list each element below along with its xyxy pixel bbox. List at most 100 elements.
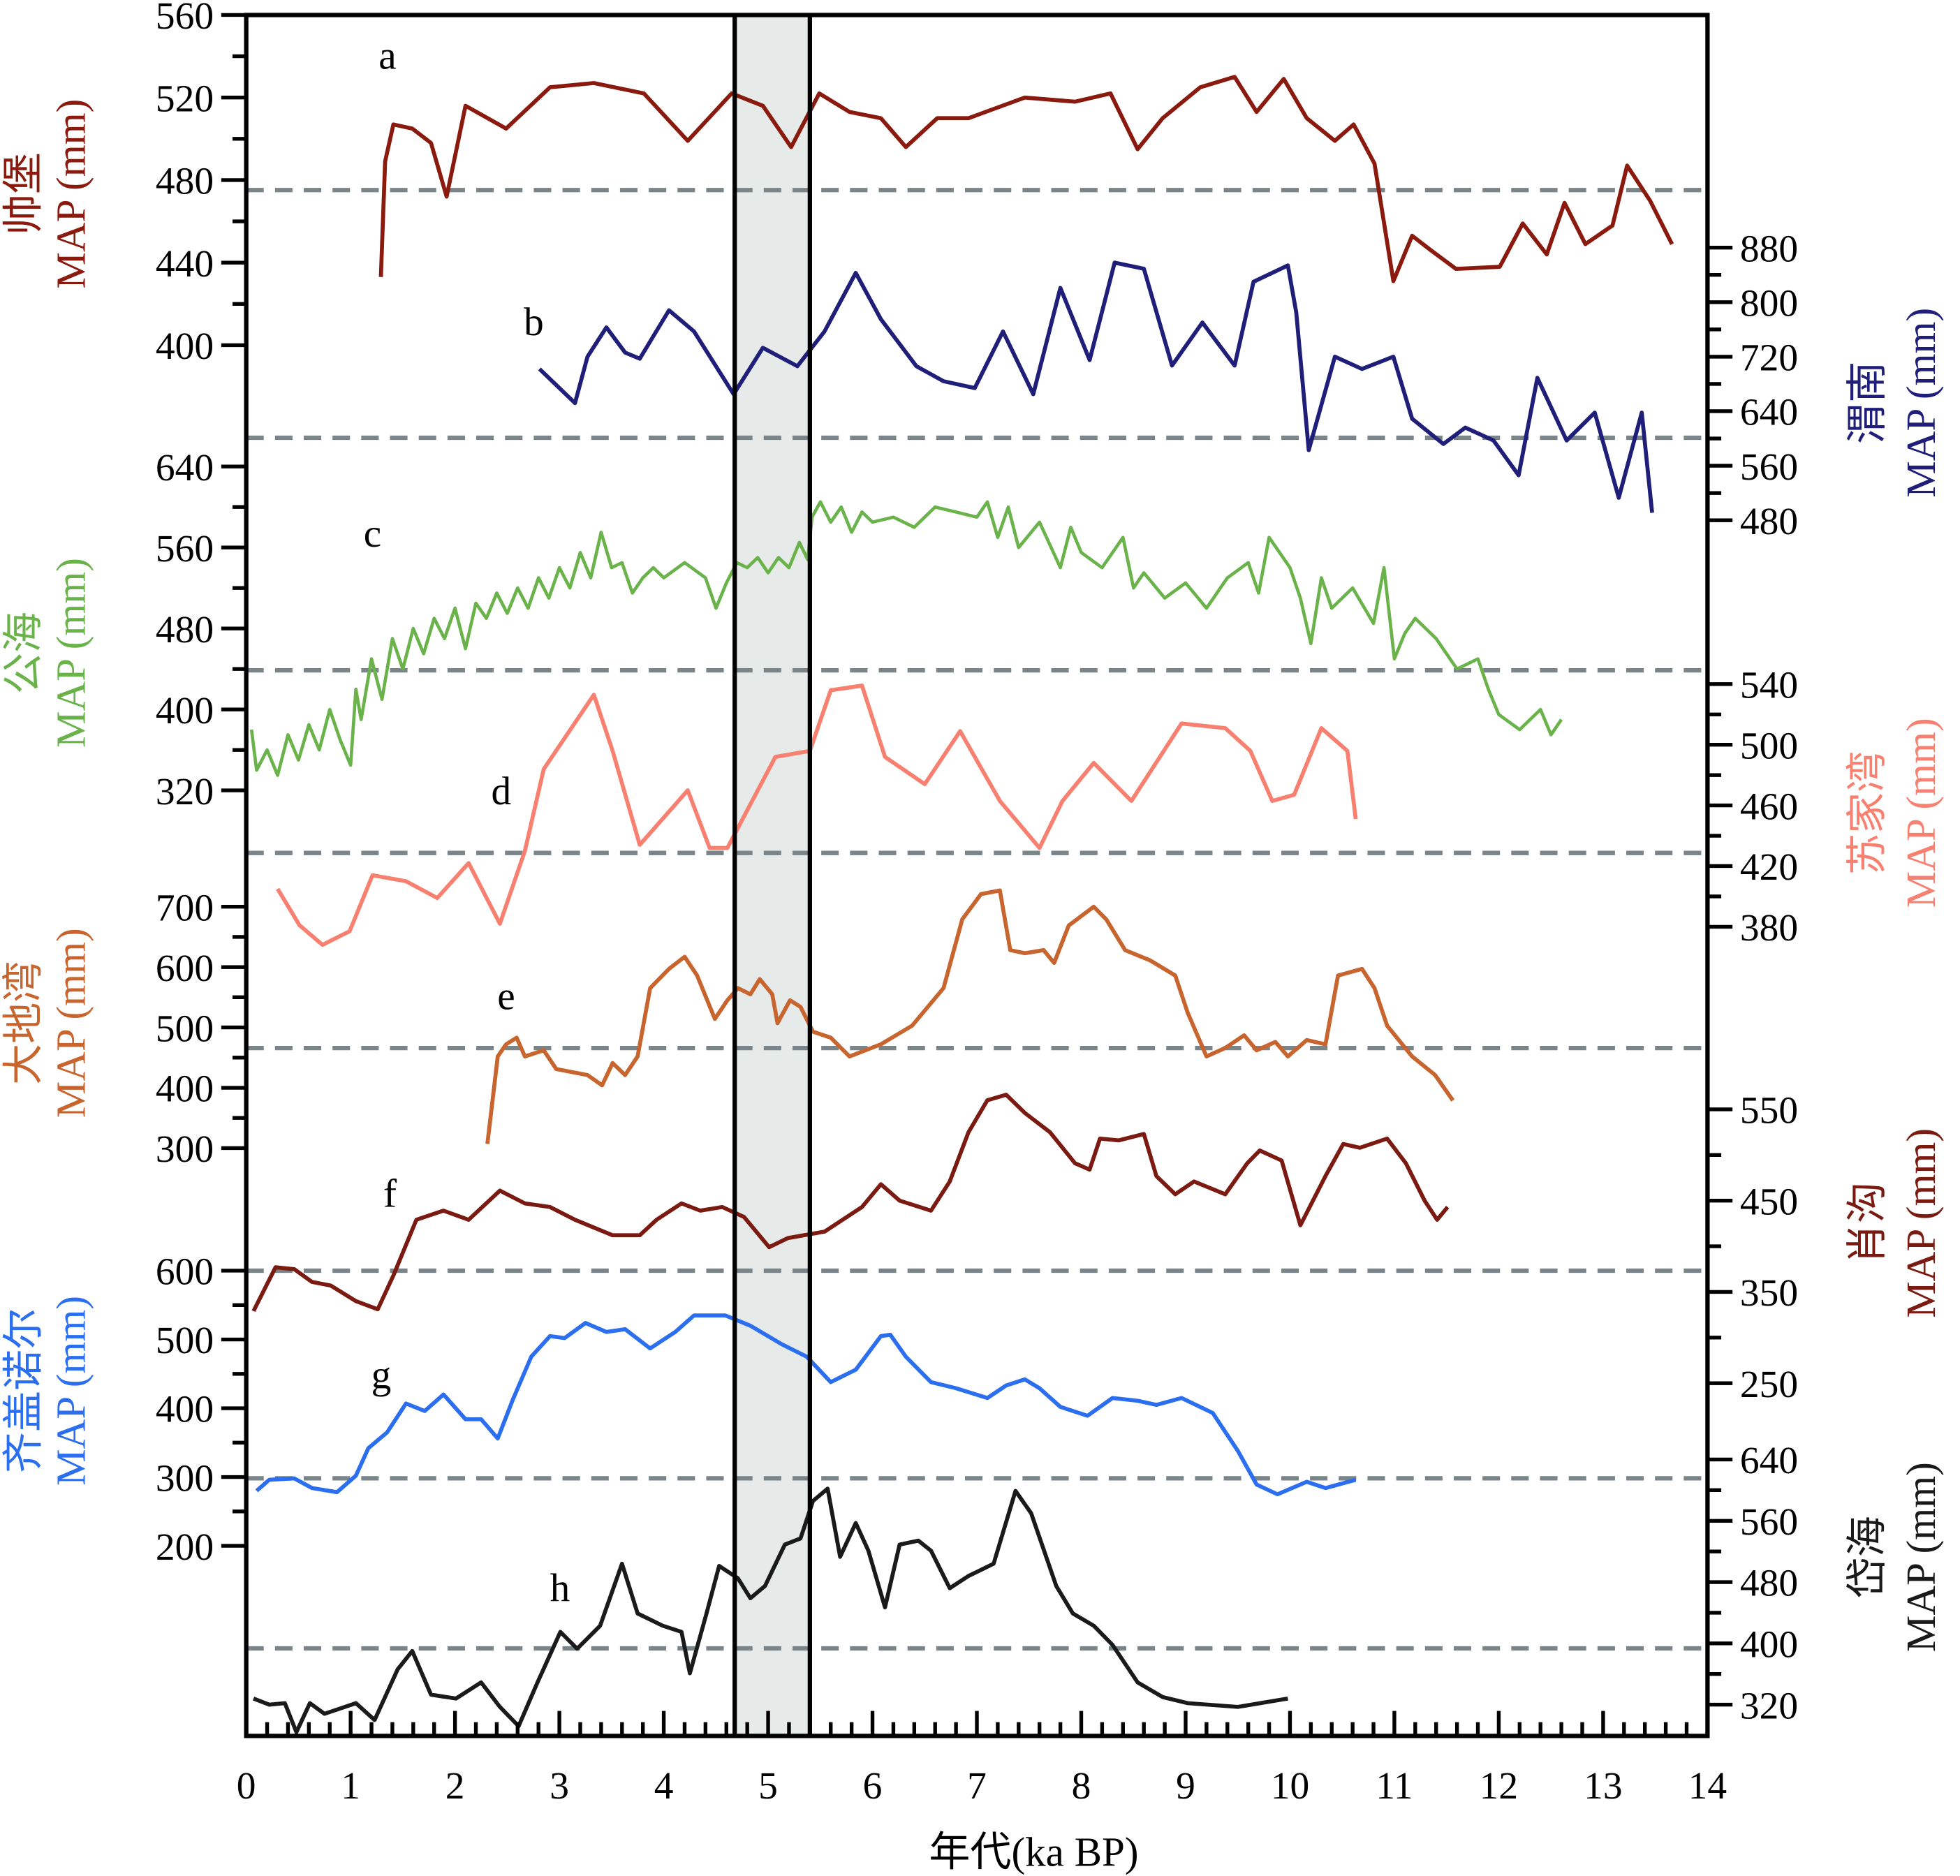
y-axis-title-a: 帅堡 MAP (mm) (1, 99, 94, 289)
y-axis-unit-c: MAP (mm) (48, 558, 94, 748)
y-tick-label-b: 480 (1740, 501, 1798, 543)
series-lines (249, 75, 1674, 1734)
series-letter-f: f (383, 1172, 397, 1216)
x-tick-label: 3 (550, 1765, 569, 1808)
y-tick-label-f: 250 (1740, 1364, 1798, 1406)
x-tick-label: 2 (445, 1765, 465, 1808)
x-tick-label: 9 (1176, 1765, 1195, 1808)
series-line-f (251, 1093, 1450, 1313)
y-tick-label-a: 480 (156, 161, 214, 203)
x-tick-label: 8 (1072, 1765, 1091, 1808)
y-tick-label-h: 640 (1740, 1440, 1798, 1482)
y-axis-site-a: 帅堡 (1, 153, 47, 235)
y-axis-unit-e: MAP (mm) (48, 928, 94, 1118)
y-axis-unit-d: MAP (mm) (1898, 718, 1944, 908)
y-axis-site-b: 渭南 (1844, 362, 1890, 444)
series-letter-c: c (364, 512, 381, 556)
y-axis-site-e: 大地湾 (1, 961, 47, 1085)
y-tick-label-a: 400 (156, 325, 214, 368)
series-letter-e: e (497, 975, 515, 1019)
y-axis-title-h: 岱海 MAP (mm) (1844, 1462, 1944, 1652)
plot-frame (244, 13, 1710, 1738)
y-tick-label-b: 640 (1740, 392, 1798, 434)
y-tick-label-f: 550 (1740, 1090, 1798, 1132)
y-tick-label-e: 300 (156, 1128, 214, 1171)
y-tick-label-c: 400 (156, 690, 214, 732)
x-tick-label: 10 (1271, 1765, 1309, 1808)
y-axis-unit-a: MAP (mm) (48, 99, 94, 289)
series-letter-b: b (524, 300, 544, 344)
series-line-g (255, 1313, 1357, 1497)
y-tick-label-b: 880 (1740, 228, 1798, 270)
y-tick-label-a: 440 (156, 243, 214, 286)
x-tick-label: 4 (654, 1765, 674, 1808)
x-tick-label: 6 (863, 1765, 883, 1808)
y-tick-label-e: 400 (156, 1068, 214, 1111)
y-tick-label-a: 560 (156, 0, 214, 38)
y-tick-label-c: 480 (156, 609, 214, 651)
y-tick-label-f: 450 (1740, 1181, 1798, 1223)
y-axis-unit-g: MAP (mm) (48, 1296, 94, 1486)
series-line-e (485, 888, 1455, 1144)
y-axis-unit-b: MAP (mm) (1898, 308, 1944, 498)
y-tick-label-d: 460 (1740, 785, 1798, 828)
mean-lines (246, 188, 1708, 1651)
series-line-a (378, 75, 1674, 283)
y-tick-label-h: 400 (1740, 1624, 1798, 1667)
series-letter-h: h (550, 1566, 570, 1610)
y-tick-label-c: 640 (156, 447, 214, 489)
x-axis-title: 年代(ka BP) (929, 1829, 1138, 1875)
series-letter-a: a (378, 34, 396, 78)
y-tick-label-b: 720 (1740, 337, 1798, 380)
y-tick-label-c: 560 (156, 528, 214, 570)
x-tick-label: 14 (1688, 1765, 1727, 1808)
series-letter-g: g (371, 1353, 392, 1397)
y-axis-title-c: 公海 MAP (mm) (1, 558, 94, 748)
x-tick-label: 7 (967, 1765, 987, 1808)
x-tick-label: 13 (1584, 1765, 1622, 1808)
highlight-band (735, 15, 810, 1736)
y-axis-site-h: 岱海 (1844, 1516, 1890, 1598)
y-axis-site-d: 苏家湾 (1844, 751, 1890, 875)
x-tick-label: 12 (1480, 1765, 1518, 1808)
y-tick-label-e: 500 (156, 1007, 214, 1050)
y-tick-label-h: 560 (1740, 1501, 1798, 1544)
x-tick-label: 0 (237, 1765, 256, 1808)
y-tick-label-b: 800 (1740, 282, 1798, 325)
y-tick-label-h: 480 (1740, 1563, 1798, 1605)
y-tick-label-d: 540 (1740, 665, 1798, 707)
y-axis-unit-h: MAP (mm) (1898, 1462, 1944, 1652)
series-line-b (538, 260, 1654, 513)
y-tick-label-d: 420 (1740, 846, 1798, 889)
y-axis-unit-f: MAP (mm) (1898, 1128, 1944, 1318)
y-tick-label-f: 350 (1740, 1272, 1798, 1315)
y-tick-label-e: 700 (156, 887, 214, 929)
x-tick-label: 1 (341, 1765, 360, 1808)
y-axis-title-f: 肖沟 MAP (mm) (1844, 1128, 1944, 1318)
y-tick-label-e: 600 (156, 947, 214, 990)
y-tick-label-c: 320 (156, 771, 214, 813)
y-tick-label-b: 560 (1740, 446, 1798, 489)
y-tick-label-g: 500 (156, 1320, 214, 1362)
series-letter-d: d (492, 769, 512, 813)
y-tick-label-d: 380 (1740, 907, 1798, 950)
y-tick-label-g: 300 (156, 1457, 214, 1500)
y-axis-site-g: 齐盖诺尔 (1, 1308, 47, 1473)
y-axis-title-g: 齐盖诺尔 MAP (mm) (1, 1296, 94, 1486)
series-line-c (249, 500, 1563, 777)
y-axis-title-b: 渭南 MAP (mm) (1844, 308, 1944, 498)
y-tick-label-g: 400 (156, 1389, 214, 1431)
y-tick-label-g: 600 (156, 1251, 214, 1294)
y-tick-label-g: 200 (156, 1526, 214, 1569)
y-axis-site-c: 公海 (1, 612, 47, 694)
y-tick-label-h: 320 (1740, 1685, 1798, 1727)
series-line-h (253, 1486, 1288, 1734)
x-tick-label: 5 (758, 1765, 778, 1808)
y-axis-site-f: 肖沟 (1844, 1182, 1890, 1264)
y-tick-label-a: 520 (156, 77, 214, 120)
x-tick-label: 11 (1376, 1765, 1413, 1808)
y-axis-title-e: 大地湾 MAP (mm) (1, 928, 94, 1118)
series-line-d (276, 684, 1358, 947)
